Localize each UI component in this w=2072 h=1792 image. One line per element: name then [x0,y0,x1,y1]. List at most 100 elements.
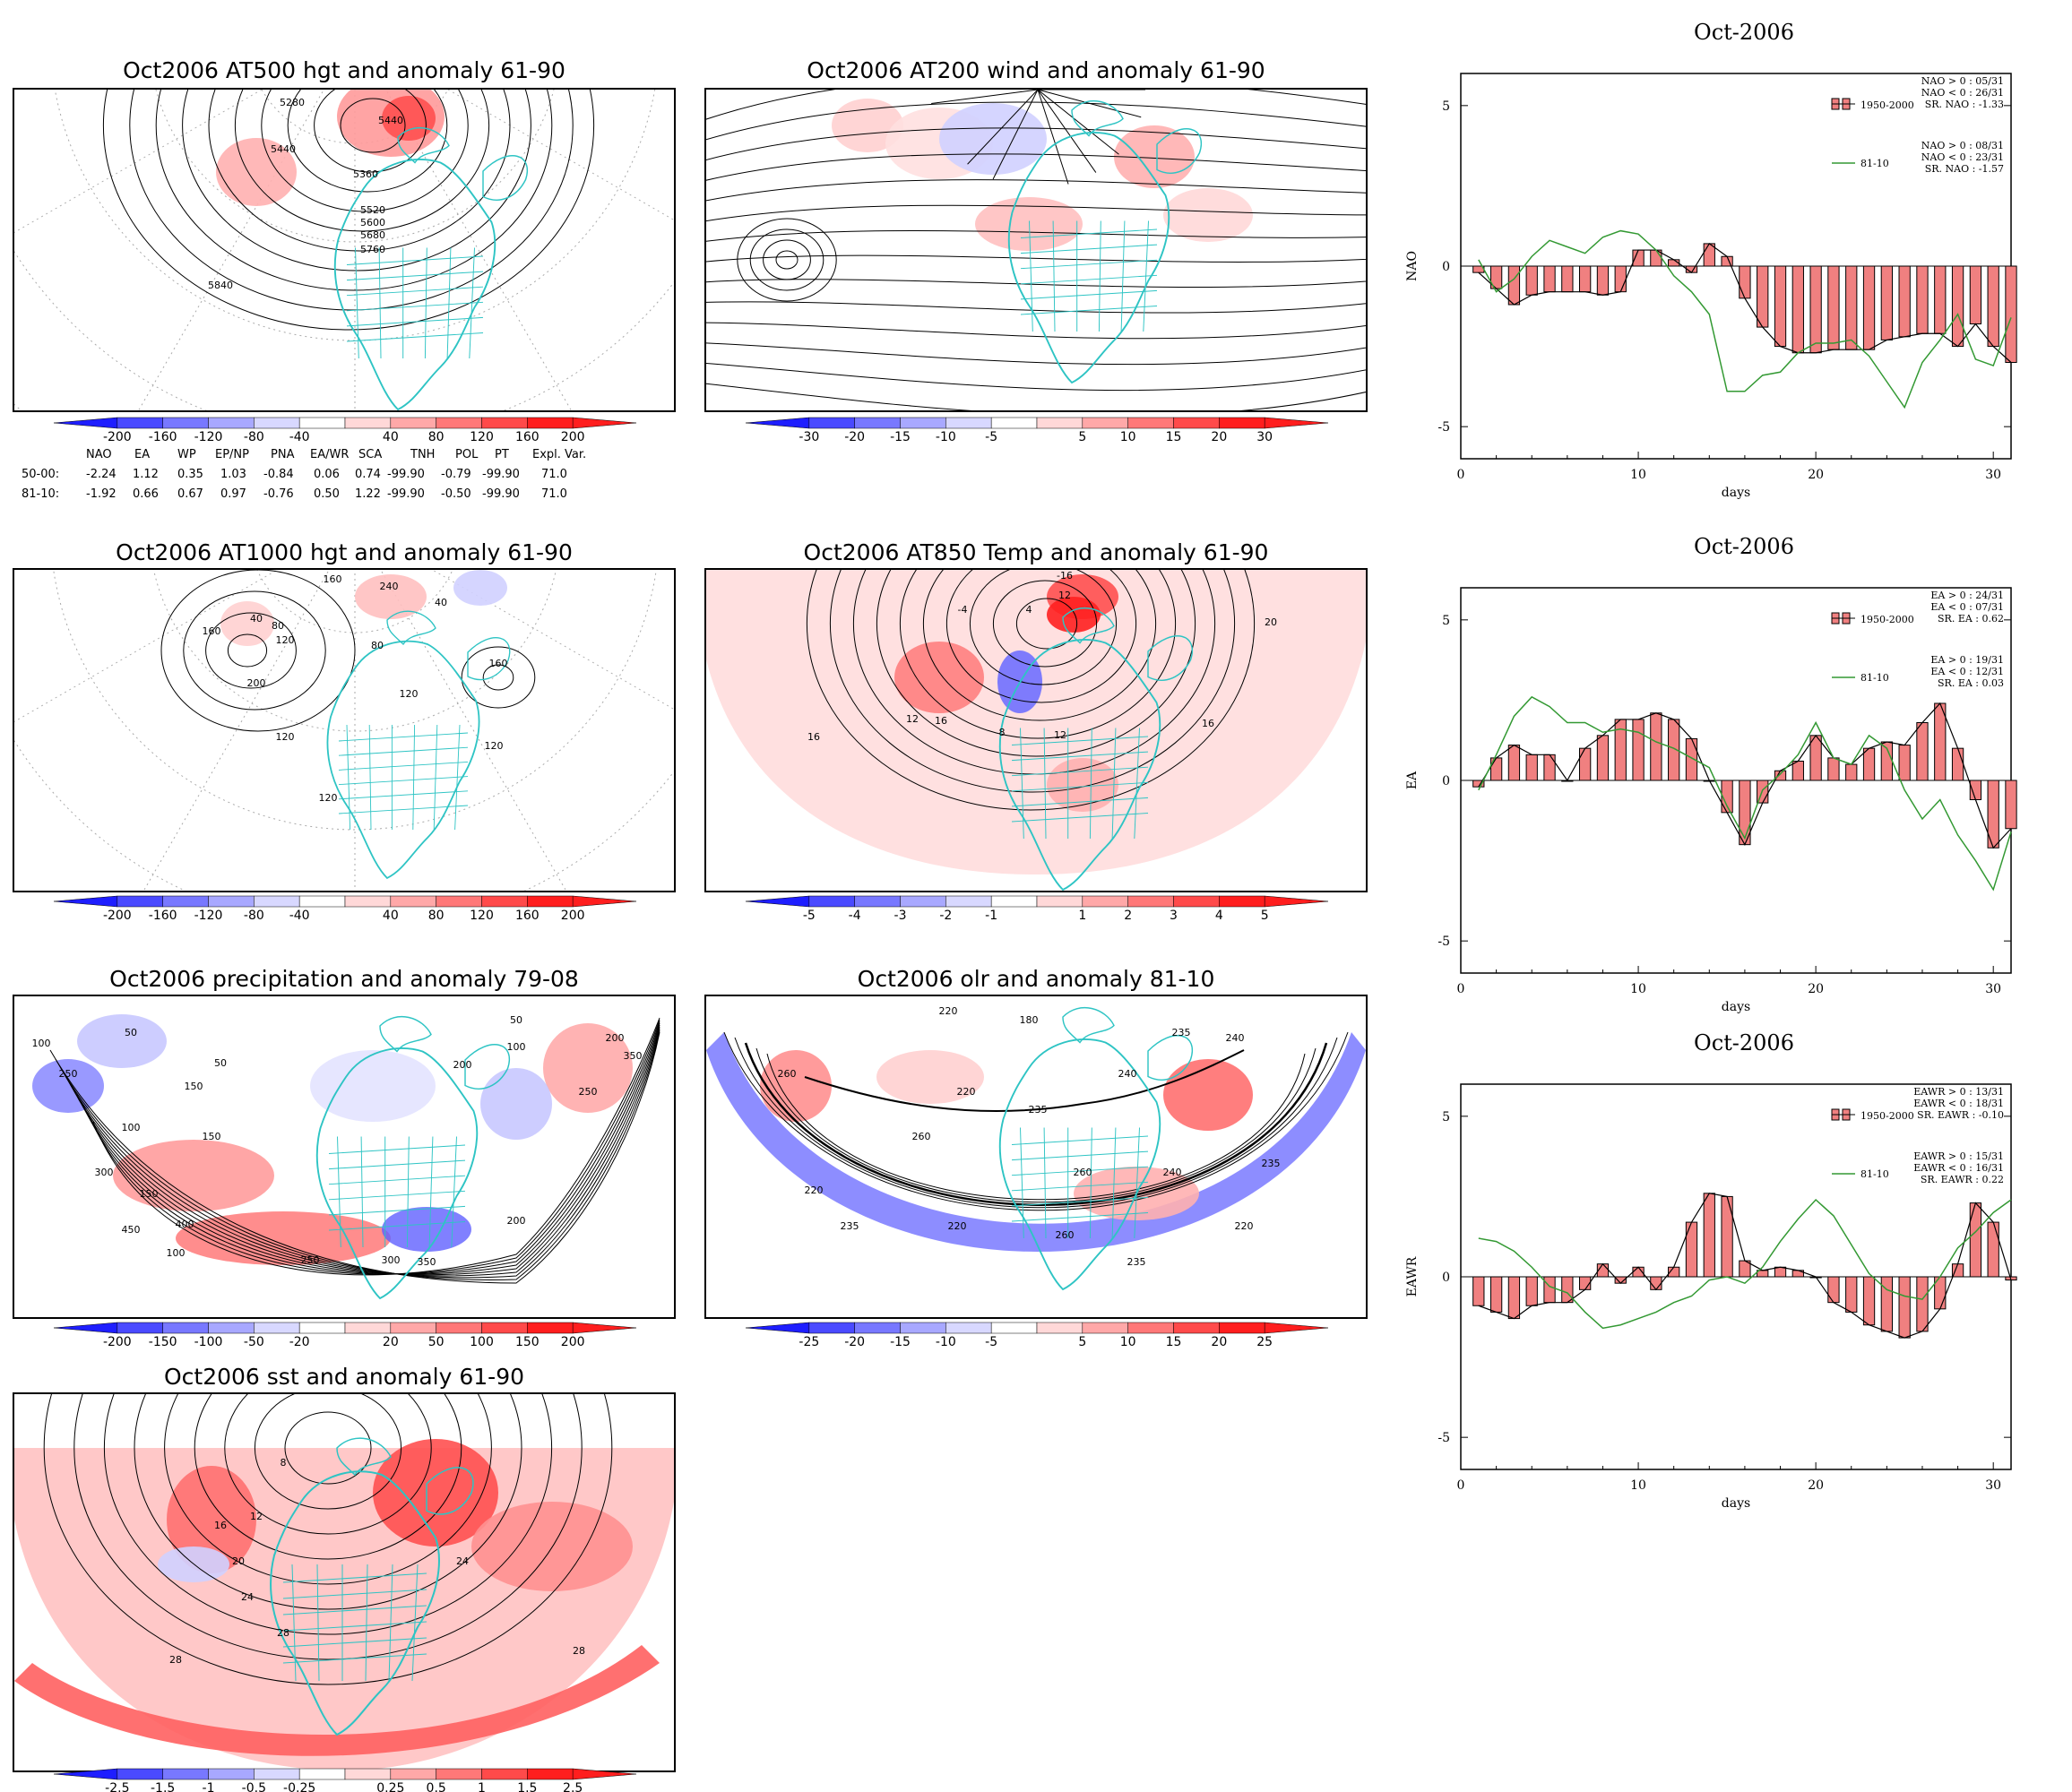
index-cell: 1.22 [355,487,381,501]
colorbar-tick-label: -40 [289,430,310,444]
colorbar-tick-label: -15 [890,430,911,444]
anomaly-region [1047,597,1101,633]
contour-label: 250 [59,1068,78,1080]
bar [1880,1276,1893,1332]
anomaly-region [832,99,903,152]
state-border [316,1564,320,1682]
y-axis-label: NAO [1405,251,1420,281]
legend-stat-bar: NAO > 0 : 05/31 [1921,75,2004,87]
contour-label: 240 [1226,1032,1245,1044]
contour-label: 300 [382,1254,401,1266]
bar [1845,763,1858,781]
contour-label: 235 [1172,1027,1191,1038]
streamline [706,101,1366,141]
anomaly-region [220,601,274,646]
contour-label: 12 [250,1511,263,1522]
coastline [326,640,480,880]
contour-label: 20 [1265,616,1277,628]
coastline-arctic-islands [336,1437,392,1477]
colorbar-tick-label: 5 [1078,1335,1086,1349]
contour-label: 12 [1058,590,1071,601]
anomaly-region [706,570,1366,874]
y-tick-label: 0 [1442,260,1450,274]
index-table: NAO EA WP EP/NP PNA EA/WR SCA TNH POL PT… [22,448,667,505]
colorbar-tick-label: -3 [894,909,907,923]
state-border [1143,220,1149,332]
bar [1525,1276,1538,1306]
colorbar-tick-label: 20 [383,1335,399,1349]
colorbar-tick-label: 120 [470,430,494,444]
state-border [1011,1196,1149,1207]
contour-line [261,90,469,212]
index-header-pt: PT [495,448,509,461]
y-tick-label: -5 [1437,935,1450,949]
legend-line-label: 81-10 [1860,158,1889,169]
index-cell: -99.90 [482,468,520,481]
bar [1951,265,1964,348]
colorbar-arrow-right [572,1768,637,1780]
bar [1525,754,1538,781]
state-border [1134,728,1140,840]
colorbar-segment [117,1322,163,1334]
contour-label: 5280 [280,97,305,108]
colorbar-tick-label: -160 [149,430,177,444]
state-border [338,805,469,814]
x-tick-label: 20 [1808,1478,1824,1493]
map-t850: -16 12 -4 4 20 16 16 12 8 12 16 [704,568,1368,892]
state-border [346,332,484,342]
coastline-greenland [1147,635,1193,681]
legend-stat-line: EA > 0 : 19/31 [1930,654,2004,666]
contour-line [164,1394,492,1585]
streamline [706,153,1366,181]
colorbar-segment [990,895,1038,908]
colorbar-segment [208,1768,255,1780]
streamline [706,383,1366,410]
contour-label: 5440 [271,143,296,155]
anomaly-region [543,1023,633,1113]
state-border [346,286,484,297]
state-border [1011,797,1149,807]
legend-stat-bar: NAO < 0 : 26/31 [1921,87,2004,99]
contour-line [60,1028,660,1279]
map-title-w200: Oct2006 AT200 wind and anomaly 61-90 [807,57,1265,83]
map-z1000: 160 240 40 40 80 160 120 80 160 200 120 120 120 120 [13,568,676,892]
contour-label: 260 [778,1068,797,1080]
map-prec: 100 250 50 150 100 50 300 150 200 100 250 400 450 200… [13,995,676,1319]
meridian [431,570,674,711]
anomaly-region [167,1466,256,1573]
colorbar-tick-label: -20 [289,1335,310,1349]
bar [1472,780,1485,788]
contour-label: 235 [1262,1158,1281,1169]
colorbar-segment [808,1322,855,1334]
contour-label: 24 [241,1591,254,1603]
colorbar-segment [481,1768,528,1780]
coastline [998,639,1161,891]
contour-label: 80 [371,640,384,651]
colorbar-z500: -200 -160 -120 -80 -40 40 80 120 160 200 [53,417,637,453]
colorbar-tick-label: 5 [1261,909,1269,923]
state-border [338,761,469,771]
x-tick-label: 10 [1630,982,1646,996]
bar [1543,1276,1556,1304]
contour-line [208,90,511,252]
colorbar-tick-label: 1 [1078,909,1086,923]
ts-title-eawr: Oct-2006 [1694,1030,1794,1055]
index-cell: -0.84 [263,468,294,481]
contour-label: 100 [32,1038,51,1049]
contour-line [205,612,297,689]
contour-label: 160 [203,625,221,637]
bar [1507,745,1521,781]
height-contours [160,570,356,732]
bar [1809,735,1822,781]
streamline [931,90,1039,105]
latitude-circle [14,740,674,891]
index-header-wp: WP [177,448,196,461]
map-w200 [704,88,1368,412]
colorbar-tick-label: -5 [985,430,997,444]
colorbar-segment [117,895,163,908]
streamline [706,342,1366,366]
colorbar-segment [1173,417,1220,429]
state-border [365,1564,368,1682]
anomaly-region [1047,758,1118,812]
state-border [1011,751,1149,762]
